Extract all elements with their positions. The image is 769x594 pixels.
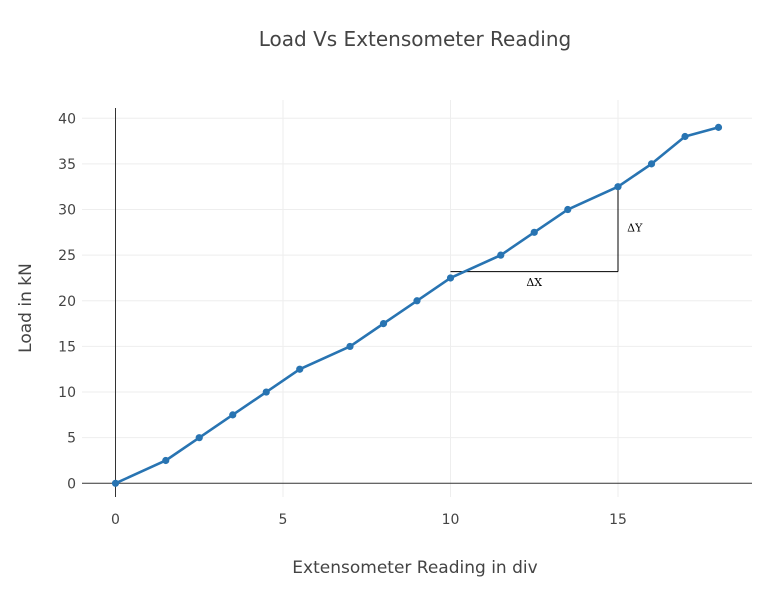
data-point (681, 132, 689, 141)
data-point (296, 365, 304, 373)
series-line (114, 126, 719, 485)
data-point (614, 183, 622, 191)
x-tick-label: 5 (279, 512, 288, 528)
data-point (446, 274, 455, 282)
data-point (714, 123, 723, 131)
x-tick-label: 0 (111, 512, 120, 528)
tick-labels: 0 5 10 15 0 5 10 15 20 25 30 35 40 (58, 111, 627, 528)
x-tick-label: 15 (609, 512, 627, 528)
delta-y-label: ΔY (627, 221, 643, 234)
data-point (564, 205, 572, 214)
data-point (379, 319, 388, 328)
data-point (497, 251, 505, 259)
y-tick-label: 10 (58, 385, 76, 401)
data-point (162, 456, 170, 465)
y-tick-label: 0 (67, 476, 76, 492)
data-point (647, 160, 656, 168)
data-point (413, 297, 421, 305)
y-tick-label: 5 (67, 431, 76, 447)
data-point (111, 479, 120, 487)
x-axis-title: Extensometer Reading in div (292, 558, 537, 578)
delta-x-label: ΔX (526, 276, 542, 289)
y-tick-label: 40 (58, 111, 76, 127)
y-tick-label: 20 (58, 294, 76, 310)
y-tick-label: 25 (58, 248, 76, 264)
y-tick-label: 30 (58, 203, 76, 219)
axes (82, 108, 752, 497)
series (111, 123, 723, 487)
data-point (346, 342, 354, 351)
data-point (530, 228, 538, 236)
annotations: ΔX ΔY (450, 186, 643, 289)
y-tick-label: 35 (58, 157, 76, 173)
x-tick-label: 10 (442, 512, 460, 528)
y-axis-title: Load in kN (16, 263, 36, 353)
y-tick-label: 15 (58, 339, 76, 355)
chart-title: Load Vs Extensometer Reading (259, 27, 571, 51)
data-point (262, 388, 270, 396)
data-point (195, 434, 203, 442)
data-point (229, 411, 237, 419)
grid (82, 100, 752, 497)
